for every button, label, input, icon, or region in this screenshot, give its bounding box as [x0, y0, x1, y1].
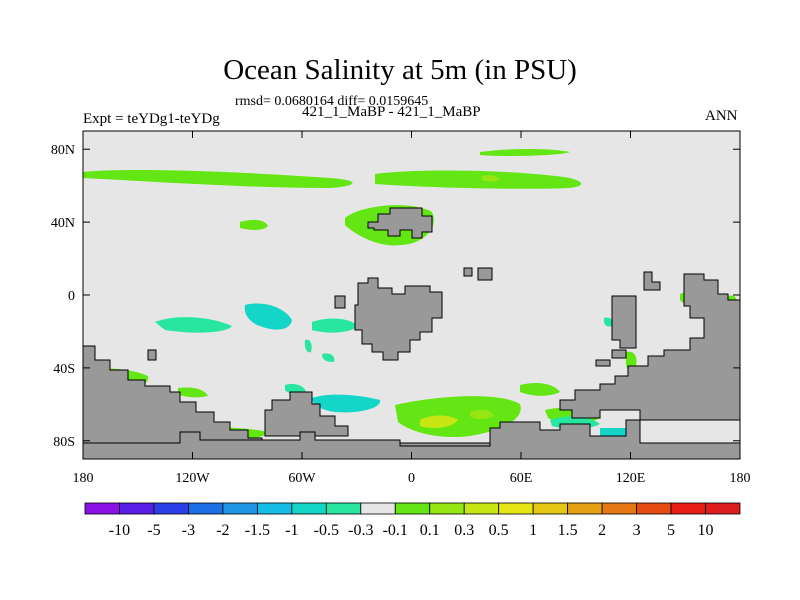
colorbar-swatch — [394, 502, 431, 515]
colorbar-level-label: -3 — [182, 522, 195, 539]
x-tick-label: 180 — [73, 471, 94, 486]
colorbar-swatch — [705, 502, 741, 515]
y-tick-label: 0 — [68, 289, 75, 304]
colorbar-swatch — [532, 502, 569, 515]
colorbar-swatch — [325, 502, 362, 515]
salinity-anomaly-strong-positive — [420, 175, 500, 428]
colorbar-level-label: 3 — [633, 522, 641, 539]
colorbar-level-label: 5 — [667, 522, 675, 539]
colorbar-swatch — [84, 502, 120, 515]
colorbar-level-label: -1 — [285, 522, 298, 539]
colorbar-level-label: -1.5 — [245, 522, 270, 539]
y-tick-label: 40S — [53, 362, 75, 377]
colorbar-level-label: -10 — [109, 522, 130, 539]
colorbar-level-label: -5 — [147, 522, 160, 539]
colorbar-level-label: 0.3 — [454, 522, 474, 539]
colorbar-swatch — [256, 502, 293, 515]
colorbar-swatch — [463, 502, 500, 515]
x-tick-label: 60E — [510, 471, 533, 486]
colorbar-swatch — [291, 502, 327, 515]
x-axis: 180 120W 60W 0 60E 120E 180 — [73, 131, 751, 486]
colorbar-swatch — [429, 502, 465, 515]
colorbar-level-label: 1 — [529, 522, 537, 539]
colorbar-swatch — [601, 502, 637, 515]
colorbar-level-label: -0.5 — [314, 522, 339, 539]
colorbar-level-label: 0.5 — [489, 522, 509, 539]
y-tick-label: 80S — [53, 435, 75, 450]
colorbar-level-label: 10 — [698, 522, 714, 539]
colorbar-level-label: 2 — [598, 522, 606, 539]
colorbar-level-label: 1.5 — [558, 522, 578, 539]
y-tick-label: 80N — [51, 143, 75, 158]
x-tick-label: 0 — [408, 471, 415, 486]
colorbar: -10 -5 -3 -2 -1.5 -1 -0.5 -0.3 -0.1 0.1 0.3 0.5 1 1.5… — [84, 502, 741, 539]
colorbar-level-label: -0.3 — [348, 522, 373, 539]
x-tick-label: 180 — [730, 471, 751, 486]
colorbar-swatch — [119, 502, 155, 515]
x-tick-label: 60W — [288, 471, 316, 486]
x-tick-label: 120W — [175, 471, 210, 486]
y-axis: 80N 40N 0 40S 80S — [51, 143, 740, 450]
colorbar-level-label: 0.1 — [420, 522, 440, 539]
colorbar-level-label: -0.1 — [383, 522, 408, 539]
colorbar-level-label: -2 — [216, 522, 229, 539]
colorbar-swatch — [636, 502, 672, 515]
plot-title: Ocean Salinity at 5m (in PSU) — [223, 54, 577, 86]
colorbar-swatch — [567, 502, 603, 515]
land-masses — [83, 207, 740, 459]
colorbar-swatch — [222, 502, 258, 515]
cases-label: 421_1_MaBP - 421_1_MaBP — [302, 104, 481, 120]
colorbar-swatch — [360, 502, 396, 515]
colorbar-swatch — [188, 502, 224, 515]
season-label: ANN — [705, 108, 738, 124]
stats-line: rmsd= 0.0680164 diff= 0.0159645 — [235, 94, 429, 109]
x-tick-label: 120E — [616, 471, 646, 486]
colorbar-swatch — [153, 502, 189, 515]
colorbar-swatch — [498, 502, 534, 515]
salinity-anomaly-negative — [155, 303, 628, 438]
y-tick-label: 40N — [51, 216, 75, 231]
colorbar-swatch — [670, 502, 706, 515]
experiment-label: Expt = teYDg1-teYDg — [83, 111, 220, 127]
